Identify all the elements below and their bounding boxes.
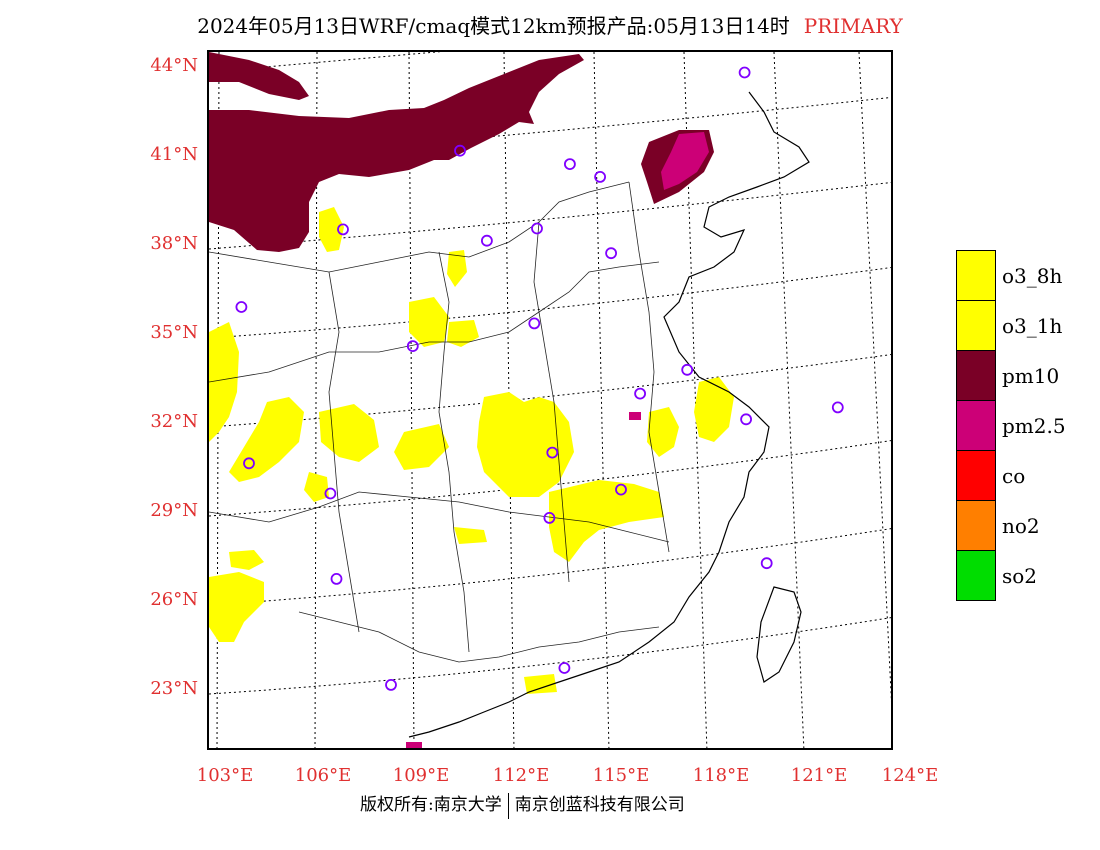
- legend-swatch-no2: [956, 500, 996, 551]
- station-marker: [594, 171, 607, 183]
- copyright-text: 版权所有:南京大学: [360, 795, 502, 815]
- lon-label-118: 118°E: [692, 765, 750, 786]
- lat-label-35: 35°N: [150, 322, 198, 343]
- legend-label: o3_1h: [1002, 314, 1063, 338]
- legend-label: pm2.5: [1002, 414, 1066, 438]
- lon-label-112: 112°E: [492, 765, 550, 786]
- lon-label-115: 115°E: [592, 765, 650, 786]
- legend-swatch-o3-1h: [956, 300, 996, 351]
- lat-label-23: 23°N: [150, 678, 198, 699]
- title-text: 2024年05月13日WRF/cmaq模式12km预报产品:05月13日14时: [197, 14, 790, 38]
- legend-label: so2: [1002, 564, 1038, 588]
- station-marker: [760, 557, 773, 570]
- station-marker: [324, 487, 337, 500]
- province-borders: [209, 181, 670, 663]
- station-marker: [738, 66, 751, 79]
- copyright-footer: 版权所有:南京大学 南京创蓝科技有限公司: [360, 790, 685, 819]
- legend-label: co: [1002, 464, 1026, 488]
- station-marker: [243, 457, 255, 470]
- station-marker: [740, 413, 752, 426]
- station-marker: [337, 223, 349, 236]
- station-marker: [454, 144, 466, 157]
- legend-swatch-pm10: [956, 350, 996, 401]
- lon-label-124: 124°E: [881, 765, 939, 786]
- lat-label-32: 32°N: [150, 411, 198, 432]
- lon-label-103: 103°E: [196, 765, 254, 786]
- station-marker: [563, 158, 576, 170]
- station-marker: [406, 340, 419, 353]
- station-marker: [681, 363, 694, 376]
- legend-swatch-co: [956, 450, 996, 501]
- legend-swatch-o3-8h: [956, 250, 996, 301]
- lat-label-41: 41°N: [150, 144, 198, 165]
- legend-swatch-so2: [956, 550, 996, 601]
- station-marker: [235, 301, 248, 313]
- company-text: 南京创蓝科技有限公司: [514, 795, 685, 815]
- legend-swatch-pm25: [956, 400, 996, 451]
- map-canvas: [209, 52, 891, 748]
- station-marker: [385, 679, 397, 691]
- station-marker: [546, 446, 559, 459]
- station-marker: [558, 662, 571, 674]
- lat-label-29: 29°N: [150, 500, 198, 521]
- station-marker: [605, 247, 618, 260]
- station-marker: [634, 387, 647, 400]
- station-marker: [543, 511, 556, 524]
- station-marker: [831, 401, 844, 414]
- legend-label: o3_8h: [1002, 264, 1063, 288]
- lat-label-38: 38°N: [150, 233, 198, 254]
- station-marker: [480, 234, 493, 247]
- ozone-regions: [209, 207, 734, 694]
- lat-label-26: 26°N: [150, 589, 198, 610]
- station-marker: [330, 573, 343, 585]
- legend-label: pm10: [1002, 364, 1060, 388]
- station-marker: [528, 317, 541, 330]
- forecast-map: [207, 50, 893, 750]
- lon-label-121: 121°E: [790, 765, 848, 786]
- pm25-region: [406, 132, 709, 748]
- lon-label-109: 109°E: [392, 765, 450, 786]
- primary-tag: PRIMARY: [803, 14, 903, 38]
- coastline: [408, 91, 810, 738]
- map-title: 2024年05月13日WRF/cmaq模式12km预报产品:05月13日14时 P…: [0, 10, 1100, 39]
- footer-divider: [507, 792, 509, 819]
- station-marker: [531, 222, 543, 235]
- station-marker: [615, 483, 627, 496]
- legend-label: no2: [1002, 514, 1040, 538]
- station-markers: [235, 66, 844, 691]
- pm10-region-north: [209, 52, 714, 252]
- lat-label-44: 44°N: [150, 55, 198, 76]
- lon-label-106: 106°E: [294, 765, 352, 786]
